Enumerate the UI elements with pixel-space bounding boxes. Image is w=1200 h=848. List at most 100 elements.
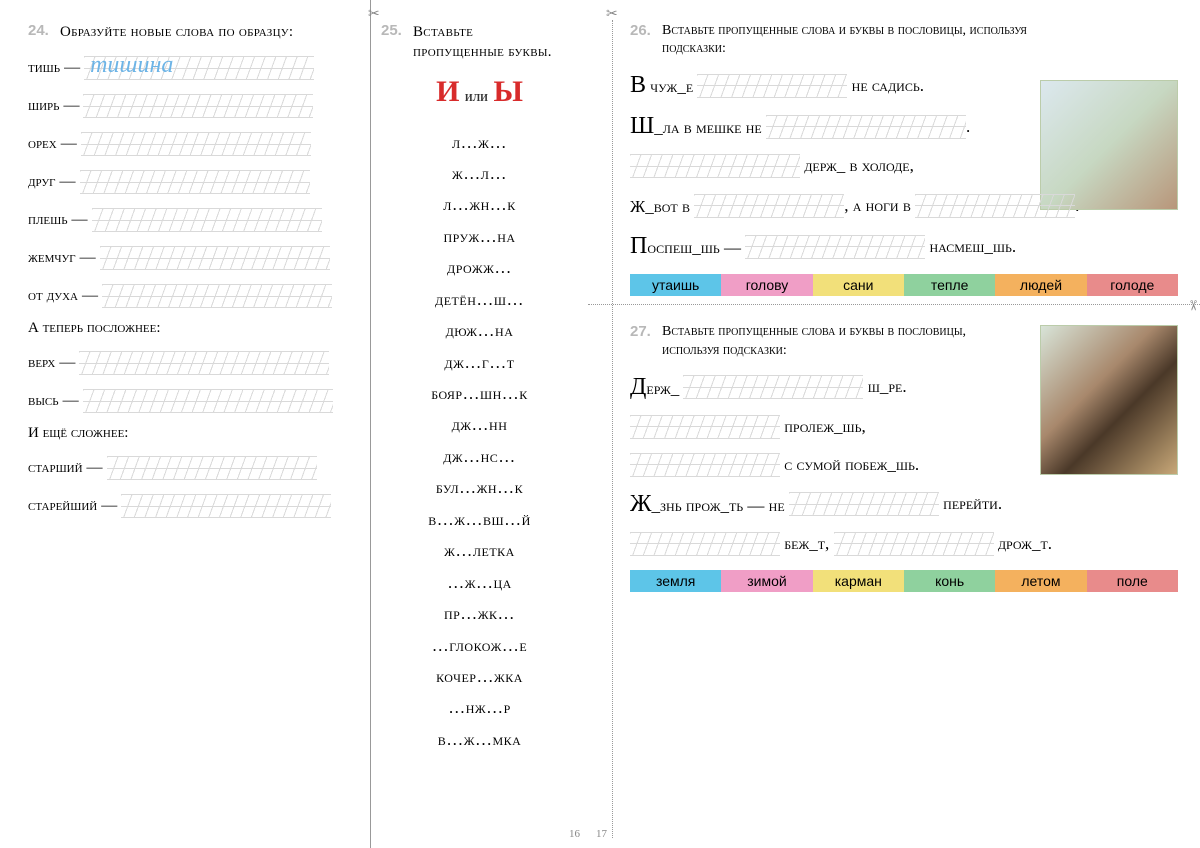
example-answer: тишина <box>90 52 173 79</box>
i-or-y-heading: И или Ы <box>381 75 578 109</box>
ex-num-24: 24. <box>28 22 56 39</box>
hint-word: земля <box>630 570 721 592</box>
proverb-text: с сумой побеж_шь. <box>780 455 919 475</box>
illustration-sleigh <box>1040 80 1178 210</box>
proverb-text: пролеж_шь, <box>780 417 866 437</box>
proverb-text: Ш_ла в мешке не <box>630 113 766 140</box>
ex26-hints: утаишьголовусанитеплелюдейголоде <box>630 274 1178 296</box>
fill-word: …нж…р <box>381 692 578 723</box>
ex25-word-list: л…ж…ж…л…л…жн…кпруж…надрожж…детён…ш…дюж…н… <box>381 127 578 756</box>
writing-blank[interactable] <box>102 284 332 308</box>
writing-blank[interactable] <box>83 389 333 413</box>
word-row: старший — <box>28 456 358 480</box>
word-row: старейший — <box>28 494 358 518</box>
proverb-text: держ_ в холоде, <box>800 156 914 176</box>
ex-num-27: 27. <box>630 323 658 340</box>
proverb-line: Держ_ ш_ре. <box>630 374 1020 401</box>
writing-blank[interactable] <box>683 375 863 399</box>
writing-blank[interactable] <box>694 194 844 218</box>
exercise-27: ✂ 27. Вставьте пропущенные слова и буквы… <box>588 304 1200 599</box>
fill-word: …глокож…е <box>381 630 578 661</box>
writing-blank[interactable] <box>766 115 966 139</box>
writing-blank[interactable] <box>630 415 780 439</box>
proverb-text: дрож_т. <box>994 534 1052 554</box>
letter-y: Ы <box>493 75 522 108</box>
word-label: орех — <box>28 135 77 153</box>
writing-blank[interactable] <box>630 532 780 556</box>
hint-word: людей <box>995 274 1086 296</box>
proverb-text: ж_вот в <box>630 192 694 219</box>
writing-blank[interactable] <box>789 492 939 516</box>
writing-blank[interactable] <box>79 351 329 375</box>
hint-word: голову <box>721 274 812 296</box>
writing-blank[interactable] <box>83 94 313 118</box>
fill-word: бул…жн…к <box>381 472 578 503</box>
writing-blank[interactable] <box>745 235 925 259</box>
word-row: высь — <box>28 389 358 413</box>
fill-word: дж…нс… <box>381 441 578 472</box>
writing-blank[interactable] <box>630 154 800 178</box>
proverb-line: В чуж_е не садись. <box>630 72 1020 99</box>
writing-blank[interactable] <box>107 456 317 480</box>
writing-blank[interactable] <box>834 532 994 556</box>
fill-word: л…ж… <box>381 127 578 158</box>
proverb-text: перейти. <box>939 494 1002 514</box>
ex26-instruction: Вставьте пропущенные слова и буквы в пос… <box>662 22 1082 58</box>
writing-blank[interactable] <box>630 453 780 477</box>
writing-blank[interactable] <box>915 194 1075 218</box>
word-label: ширь — <box>28 97 79 115</box>
word-label: от духа — <box>28 287 98 305</box>
writing-blank[interactable]: тишина <box>84 56 314 80</box>
scissors-icon: ✂ <box>368 6 380 23</box>
word-label: тишь — <box>28 59 80 77</box>
fill-word: дж…нн <box>381 409 578 440</box>
proverb-text: беж_т, <box>780 534 834 554</box>
hint-word: утаишь <box>630 274 721 296</box>
ex27-instruction: Вставьте пропущенные слова и буквы в пос… <box>662 323 1022 359</box>
hint-word: летом <box>995 570 1086 592</box>
word-label: плешь — <box>28 211 88 229</box>
writing-blank[interactable] <box>92 208 322 232</box>
proverb-line: Поспеш_шь — насмеш_шь. <box>630 233 1178 260</box>
word-row: плешь — <box>28 208 358 232</box>
proverb-text: Ж_знь прож_ть — не <box>630 491 789 518</box>
proverb-text: . <box>966 117 970 137</box>
writing-blank[interactable] <box>80 170 310 194</box>
proverb-line: беж_т, дрож_т. <box>630 532 1178 556</box>
proverb-line: пролеж_шь, <box>630 415 1020 439</box>
hint-word: сани <box>813 274 904 296</box>
exercise-24: 24. Образуйте новые слова по образцу: ти… <box>0 0 370 848</box>
writing-blank[interactable] <box>100 246 330 270</box>
proverb-line: с сумой побеж_шь. <box>630 453 1020 477</box>
hint-word: зимой <box>721 570 812 592</box>
fill-word: пруж…на <box>381 221 578 252</box>
word-row: друг — <box>28 170 358 194</box>
word-row: орех — <box>28 132 358 156</box>
writing-blank[interactable] <box>697 74 847 98</box>
word-row: тишь —тишина <box>28 56 358 80</box>
fill-word: дрожж… <box>381 252 578 283</box>
fill-word: пр…жк… <box>381 598 578 629</box>
word-row: верх — <box>28 351 358 375</box>
page-left: 24. Образуйте новые слова по образцу: ти… <box>0 0 588 848</box>
or-text: или <box>465 90 488 105</box>
hint-word: голоде <box>1087 274 1178 296</box>
exercise-25: ✂ 25. Вставьте пропущенные буквы. И или … <box>370 0 588 848</box>
ex25-instruction: Вставьте пропущенные буквы. <box>413 22 563 63</box>
word-label: высь — <box>28 392 79 410</box>
fill-word: в…ж…мка <box>381 724 578 755</box>
writing-blank[interactable] <box>121 494 331 518</box>
hint-word: карман <box>813 570 904 592</box>
fill-word: дюж…на <box>381 315 578 346</box>
proverb-line: Ж_знь прож_ть — не перейти. <box>630 491 1178 518</box>
fill-word: ж…л… <box>381 158 578 189</box>
ex24-sub2: И ещё сложнее: <box>28 425 358 442</box>
proverb-text: Держ_ <box>630 374 683 401</box>
ex24-sub1: А теперь посложнее: <box>28 320 358 337</box>
proverb-text: ш_ре. <box>863 377 906 397</box>
ex24-instruction: Образуйте новые слова по образцу: <box>60 22 293 42</box>
ex-num-25: 25. <box>381 22 409 39</box>
fill-word: …ж…ца <box>381 567 578 598</box>
page-number-right: 17 <box>596 828 607 840</box>
writing-blank[interactable] <box>81 132 311 156</box>
